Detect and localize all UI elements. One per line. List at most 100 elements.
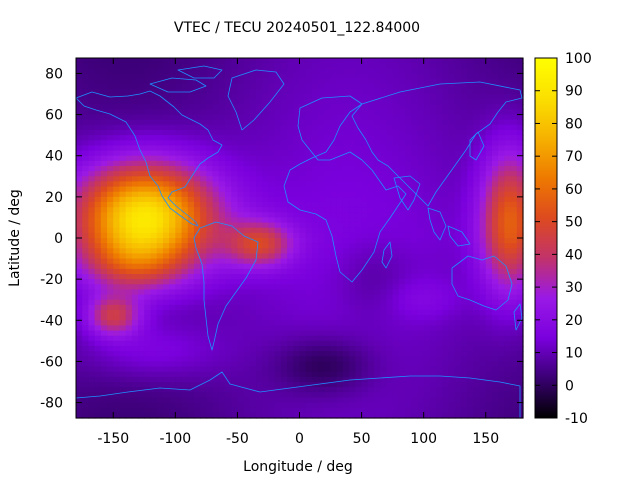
heatmap-cell xyxy=(287,243,294,249)
heatmap-cell xyxy=(262,238,270,244)
heatmap-cell xyxy=(293,135,301,141)
heatmap-cell xyxy=(187,392,195,399)
heatmap-cell xyxy=(94,191,102,198)
heatmap-cell xyxy=(516,150,524,157)
heatmap-cell xyxy=(218,171,226,177)
heatmap-cell xyxy=(380,207,388,213)
heatmap-cell xyxy=(138,88,145,95)
heatmap-cell xyxy=(411,83,419,90)
heatmap-cell xyxy=(231,109,239,116)
heatmap-cell xyxy=(311,371,319,378)
heatmap-cell xyxy=(386,299,394,306)
heatmap-cell xyxy=(311,104,319,111)
heatmap-cell xyxy=(243,346,251,352)
heatmap-cell xyxy=(181,310,189,316)
heatmap-cell xyxy=(287,99,294,105)
heatmap-cell xyxy=(88,202,96,208)
heatmap-cell xyxy=(380,217,388,224)
heatmap-cell xyxy=(218,392,226,399)
heatmap-cell xyxy=(268,289,276,296)
heatmap-cell xyxy=(94,140,102,147)
heatmap-cell xyxy=(181,73,189,80)
heatmap-cell xyxy=(510,73,518,80)
heatmap-cell xyxy=(311,387,319,393)
heatmap-cell xyxy=(355,289,363,296)
heatmap-cell xyxy=(125,222,133,229)
heatmap-cell xyxy=(349,299,356,306)
heatmap-cell xyxy=(479,124,487,131)
heatmap-cell xyxy=(274,361,282,368)
heatmap-cell xyxy=(336,340,344,347)
heatmap-cell xyxy=(436,248,443,255)
heatmap-cell xyxy=(231,150,239,157)
heatmap-cell xyxy=(330,253,338,260)
heatmap-cell xyxy=(274,135,282,141)
heatmap-cell xyxy=(429,114,437,121)
heatmap-cell xyxy=(237,63,245,69)
heatmap-cell xyxy=(311,119,319,126)
heatmap-cell xyxy=(268,248,276,255)
heatmap-cell xyxy=(318,356,325,363)
heatmap-cell xyxy=(237,68,245,75)
heatmap-cell xyxy=(473,371,481,378)
heatmap-cell xyxy=(423,274,431,280)
heatmap-cell xyxy=(367,402,375,409)
heatmap-cell xyxy=(367,335,375,342)
heatmap-cell xyxy=(107,402,114,409)
heatmap-cell xyxy=(237,171,245,177)
heatmap-cell xyxy=(473,119,481,126)
heatmap-cell xyxy=(249,263,257,270)
heatmap-cell xyxy=(287,346,294,352)
heatmap-cell xyxy=(243,412,251,419)
heatmap-cell xyxy=(504,279,512,285)
heatmap-cell xyxy=(479,171,487,177)
heatmap-cell xyxy=(305,176,313,183)
heatmap-cell xyxy=(411,68,419,75)
heatmap-cell xyxy=(200,227,207,234)
heatmap-cell xyxy=(367,356,375,363)
heatmap-cell xyxy=(498,78,505,85)
heatmap-cell xyxy=(467,88,474,95)
heatmap-cell xyxy=(162,232,170,239)
heatmap-cell xyxy=(423,145,431,152)
heatmap-cell xyxy=(125,227,133,234)
heatmap-cell xyxy=(479,222,487,229)
heatmap-cell xyxy=(380,181,388,188)
heatmap-cell xyxy=(249,412,257,419)
heatmap-cell xyxy=(94,88,102,95)
heatmap-cell xyxy=(138,366,145,373)
heatmap-cell xyxy=(336,366,344,373)
heatmap-cell xyxy=(262,88,270,95)
heatmap-cell xyxy=(498,58,505,64)
heatmap-cell xyxy=(181,217,189,224)
heatmap-cell xyxy=(181,104,189,111)
heatmap-cell xyxy=(491,274,499,280)
heatmap-cell xyxy=(423,238,431,244)
heatmap-cell xyxy=(448,227,456,234)
heatmap-cell xyxy=(361,366,369,373)
heatmap-cell xyxy=(417,109,425,116)
heatmap-cell xyxy=(398,83,406,90)
heatmap-cell xyxy=(76,310,83,316)
heatmap-cell xyxy=(411,325,419,332)
heatmap-cell xyxy=(498,335,505,342)
heatmap-cell xyxy=(175,346,183,352)
heatmap-cell xyxy=(336,299,344,306)
heatmap-cell xyxy=(504,78,512,85)
heatmap-cell xyxy=(460,160,468,167)
heatmap-cell xyxy=(473,268,481,275)
heatmap-cell xyxy=(193,397,201,404)
heatmap-cell xyxy=(76,387,83,393)
heatmap-cell xyxy=(76,171,83,177)
heatmap-cell xyxy=(293,222,301,229)
heatmap-cell xyxy=(212,371,220,378)
heatmap-cell xyxy=(293,376,301,383)
heatmap-cell xyxy=(398,78,406,85)
heatmap-cell xyxy=(479,315,487,321)
heatmap-cell xyxy=(187,330,195,337)
heatmap-cell xyxy=(479,263,487,270)
heatmap-cell xyxy=(299,340,307,347)
heatmap-cell xyxy=(200,248,207,255)
heatmap-cell xyxy=(405,376,412,383)
heatmap-cell xyxy=(398,366,406,373)
